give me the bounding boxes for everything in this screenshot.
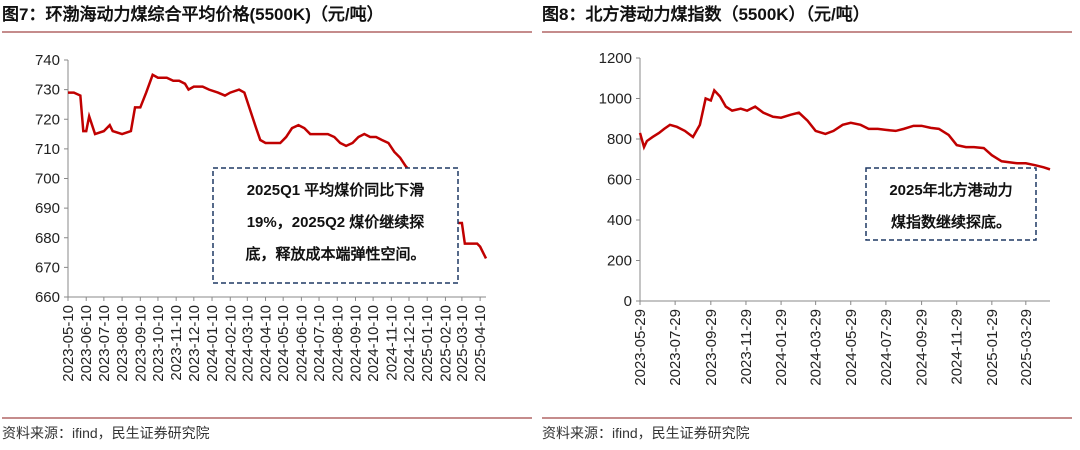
x-tick-label: 2024-02-10	[222, 305, 239, 382]
x-tick-label: 2024-11-29	[949, 309, 966, 385]
x-tick-label: 2023-11-29	[738, 309, 755, 385]
x-tick-label: 2024-12-10	[401, 305, 418, 382]
annotation-text: 2025Q1 平均煤价同比下滑	[247, 181, 425, 199]
x-tick-label: 2024-06-10	[293, 305, 310, 382]
chart-title: 图8：北方港动力煤指数（5500K）（元/吨）	[542, 4, 870, 24]
x-tick-label: 2024-04-10	[258, 305, 275, 382]
y-tick-label: 720	[35, 111, 60, 128]
x-tick-label: 2023-09-29	[703, 309, 720, 386]
y-tick-label: 1000	[599, 91, 632, 108]
y-tick-label: 700	[35, 171, 60, 188]
x-tick-label: 2024-09-29	[914, 309, 931, 386]
x-tick-label: 2024-10-10	[365, 305, 382, 382]
x-tick-label: 2024-09-10	[347, 305, 364, 382]
annotation-box	[865, 167, 1037, 241]
x-tick-label: 2023-07-29	[667, 309, 684, 386]
annotation-text: 底，释放成本端弹性空间。	[245, 245, 425, 263]
source: 资料来源：ifind，民生证券研究院	[2, 425, 210, 441]
x-tick-label: 2024-08-10	[329, 305, 346, 382]
x-tick-label: 2025-04-10	[472, 305, 489, 382]
x-tick-label: 2023-06-10	[78, 305, 95, 382]
x-tick-label: 2025-01-10	[419, 305, 436, 382]
x-tick-label: 2023-05-10	[60, 305, 77, 382]
x-tick-label: 2023-12-10	[186, 305, 203, 382]
x-tick-label: 2024-01-29	[773, 309, 790, 386]
x-tick-label: 2024-07-10	[311, 305, 328, 382]
x-tick-label: 2023-09-10	[132, 305, 149, 382]
y-tick-label: 680	[35, 230, 60, 247]
x-tick-label: 2023-11-10	[168, 305, 185, 381]
x-tick-label: 2024-03-10	[239, 305, 256, 382]
x-tick-label: 2023-08-10	[114, 305, 131, 382]
y-tick-label: 710	[35, 141, 60, 158]
y-tick-label: 690	[35, 200, 60, 217]
y-tick-label: 660	[35, 289, 60, 306]
x-tick-label: 2024-07-29	[878, 309, 895, 386]
source: 资料来源：ifind，民生证券研究院	[542, 425, 750, 441]
y-tick-label: 400	[607, 212, 632, 229]
x-tick-label: 2025-01-29	[984, 309, 1001, 386]
x-tick-label: 2023-10-10	[150, 305, 167, 382]
x-tick-label: 2025-03-10	[454, 305, 471, 382]
x-tick-label: 2025-03-29	[1018, 309, 1035, 386]
y-tick-label: 800	[607, 131, 632, 148]
chart-title: 图7：环渤海动力煤综合平均价格(5500K)（元/吨）	[2, 4, 384, 24]
x-tick-label: 2024-01-10	[204, 305, 221, 382]
annotation-text: 19%，2025Q2 煤价继续探	[247, 213, 425, 231]
x-tick-label: 2024-05-29	[843, 309, 860, 386]
y-tick-label: 740	[35, 52, 60, 69]
y-tick-label: 730	[35, 82, 60, 99]
y-tick-label: 1200	[599, 50, 632, 67]
x-tick-label: 2024-11-10	[383, 305, 400, 381]
x-tick-label: 2025-02-10	[437, 305, 454, 382]
y-tick-label: 670	[35, 259, 60, 276]
y-tick-label: 600	[607, 172, 632, 189]
x-tick-label: 2023-07-10	[96, 305, 113, 382]
x-tick-label: 2024-03-29	[808, 309, 825, 386]
x-tick-label: 2023-05-29	[632, 309, 649, 386]
y-tick-label: 200	[607, 253, 632, 270]
x-tick-label: 2024-05-10	[275, 305, 292, 382]
data-line	[638, 88, 1051, 171]
annotation-text: 煤指数继续探底。	[891, 213, 1011, 231]
annotation-box	[212, 167, 459, 284]
y-tick-label: 0	[624, 293, 632, 310]
annotation-text: 2025年北方港动力	[889, 181, 1012, 199]
